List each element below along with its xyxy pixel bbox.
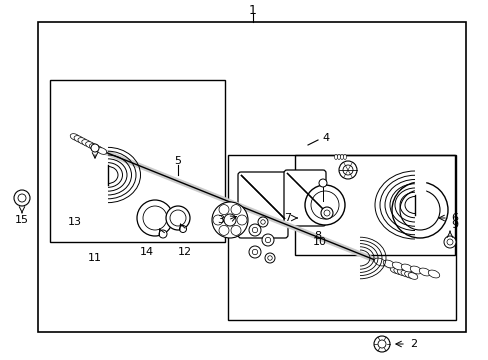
Circle shape — [267, 256, 272, 260]
Ellipse shape — [74, 136, 83, 142]
Circle shape — [165, 206, 190, 230]
Ellipse shape — [407, 273, 417, 279]
Text: 15: 15 — [15, 215, 29, 225]
Bar — [294, 155, 454, 255]
Circle shape — [179, 225, 186, 233]
Circle shape — [170, 210, 185, 226]
Ellipse shape — [409, 266, 421, 274]
Circle shape — [391, 182, 447, 238]
Ellipse shape — [401, 264, 412, 272]
Circle shape — [142, 206, 167, 230]
FancyBboxPatch shape — [238, 172, 287, 238]
Text: 9: 9 — [450, 220, 457, 230]
Circle shape — [137, 200, 173, 236]
Circle shape — [213, 215, 223, 225]
Ellipse shape — [340, 154, 343, 159]
Circle shape — [18, 194, 26, 202]
Circle shape — [224, 214, 236, 226]
Circle shape — [264, 253, 274, 263]
Circle shape — [260, 220, 264, 224]
Text: 2: 2 — [409, 339, 416, 349]
Circle shape — [248, 224, 261, 236]
Circle shape — [338, 161, 356, 179]
Ellipse shape — [97, 148, 106, 154]
Ellipse shape — [373, 258, 385, 266]
Circle shape — [342, 165, 352, 175]
Circle shape — [262, 234, 273, 246]
Ellipse shape — [418, 268, 430, 276]
Circle shape — [443, 236, 455, 248]
Text: 12: 12 — [178, 247, 192, 257]
Text: 6: 6 — [450, 213, 457, 223]
Circle shape — [252, 249, 257, 255]
Ellipse shape — [337, 154, 340, 159]
Circle shape — [265, 237, 270, 243]
Circle shape — [230, 225, 241, 235]
Ellipse shape — [389, 267, 399, 273]
Ellipse shape — [93, 146, 102, 152]
Circle shape — [212, 202, 247, 238]
Text: 4: 4 — [321, 133, 328, 143]
Bar — [38, 22, 465, 332]
FancyBboxPatch shape — [284, 170, 325, 226]
Text: 8: 8 — [314, 231, 321, 241]
Circle shape — [399, 190, 439, 230]
Circle shape — [258, 217, 267, 227]
Text: 1: 1 — [248, 4, 256, 17]
Ellipse shape — [397, 269, 406, 276]
Text: 14: 14 — [140, 247, 154, 257]
Circle shape — [14, 190, 30, 206]
Text: 5: 5 — [174, 156, 181, 166]
Ellipse shape — [393, 268, 403, 275]
Ellipse shape — [404, 271, 413, 278]
Circle shape — [446, 239, 452, 245]
Ellipse shape — [81, 140, 91, 147]
Circle shape — [219, 225, 228, 235]
Bar — [227, 155, 455, 320]
Ellipse shape — [383, 260, 394, 268]
Circle shape — [305, 185, 345, 225]
Circle shape — [324, 210, 329, 216]
Circle shape — [320, 207, 332, 219]
Circle shape — [373, 336, 389, 352]
Circle shape — [310, 191, 338, 219]
Circle shape — [248, 246, 261, 258]
Text: 11: 11 — [88, 253, 102, 263]
Text: 7: 7 — [284, 213, 290, 223]
Text: 10: 10 — [312, 237, 326, 247]
Circle shape — [377, 340, 385, 348]
Ellipse shape — [343, 154, 346, 159]
Ellipse shape — [427, 270, 439, 278]
Ellipse shape — [78, 138, 87, 144]
Text: 3: 3 — [217, 215, 224, 225]
Ellipse shape — [400, 270, 410, 277]
Circle shape — [230, 204, 241, 215]
Ellipse shape — [334, 154, 337, 159]
Ellipse shape — [89, 144, 99, 150]
Ellipse shape — [70, 134, 80, 140]
Circle shape — [318, 179, 326, 187]
Circle shape — [219, 204, 228, 215]
Bar — [50, 80, 224, 242]
Ellipse shape — [391, 262, 403, 270]
Text: 13: 13 — [68, 217, 82, 227]
Circle shape — [91, 144, 99, 152]
Ellipse shape — [85, 141, 95, 148]
Circle shape — [252, 227, 257, 233]
Circle shape — [237, 215, 246, 225]
Circle shape — [159, 230, 167, 238]
